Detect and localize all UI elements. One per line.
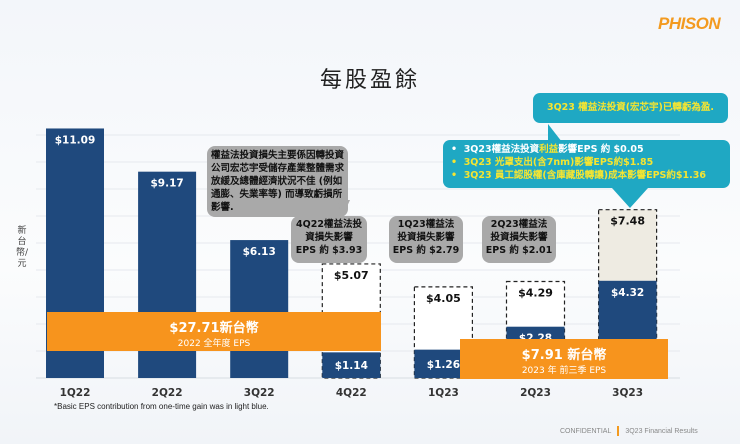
x-tick-label: 2Q22 — [152, 387, 183, 399]
eps-bar — [230, 240, 289, 378]
impact-text: 影響EPS 約 $0.05 — [558, 144, 644, 155]
page-title: 每股盈餘 — [319, 68, 420, 93]
footer-report-title: 3Q23 Financial Results — [625, 427, 698, 435]
callout-tail — [612, 188, 648, 208]
impact-text: 3Q23 員工認股權(含庫藏股轉讓)成本影響EPS約$1.36 — [463, 170, 706, 181]
callout-line: 投資損失影響 — [397, 232, 455, 243]
adjusted-eps-label: $7.48 — [610, 215, 645, 228]
banner-label: 2023 年 前三季 EPS — [521, 366, 607, 376]
banner-value: $7.91 新台幣 — [521, 348, 607, 363]
callout-line: EPS 約 $2.01 — [485, 245, 553, 256]
q4-22-loss-callout: 4Q22權益法投 資損失影響 EPS 約 $3.93 — [291, 216, 367, 263]
eps-bar-label: $11.09 — [55, 134, 96, 146]
eps-bar-label: $1.26 — [427, 359, 460, 371]
x-tick-label: 3Q22 — [244, 387, 275, 399]
impact-item: • 3Q23權益法投資利益影響EPS 約 $0.05 — [451, 144, 644, 155]
banner-label: 2022 全年度 EPS — [177, 339, 251, 349]
callout-line: 2Q23權益法 — [490, 219, 548, 230]
impact-item: • 3Q23 員工認股權(含庫藏股轉讓)成本影響EPS約$1.36 — [451, 170, 706, 181]
impact-text: 3Q23 光罩支出(含7nm)影響EPS約$1.85 — [463, 157, 654, 168]
footer-divider — [617, 426, 620, 436]
eps-bar-label: $4.32 — [611, 287, 644, 299]
callout-tail — [338, 200, 350, 218]
x-tick-label: 3Q23 — [612, 387, 643, 399]
adjusted-eps-label: $5.07 — [334, 269, 369, 282]
loss-explanation-callout: 權益法投資損失主要係因轉投資公司宏芯宇受儲存產業整體需求放緩及總體經濟狀況不佳 … — [207, 146, 348, 217]
banner-value: $27.71新台幣 — [169, 321, 259, 336]
impact-item: • 3Q23 光罩支出(含7nm)影響EPS約$1.85 — [451, 157, 654, 168]
eps-2023-banner: $7.91 新台幣 2023 年 前三季 EPS — [460, 339, 668, 379]
eps-bar-label: $1.14 — [335, 360, 368, 372]
phison-logo: PHISON — [658, 14, 721, 33]
x-tick-label: 1Q23 — [428, 387, 459, 399]
callout-line: EPS 約 $3.93 — [295, 245, 363, 256]
footer: CONFIDENTIAL 3Q23 Financial Results — [560, 426, 698, 436]
impact-highlight: 利益 — [539, 144, 559, 155]
callout-line: 投資損失影響 — [490, 232, 548, 243]
footnote: *Basic EPS contribution from one-time ga… — [54, 402, 269, 411]
callout-line: EPS 約 $2.79 — [392, 245, 460, 256]
x-tick-label: 2Q23 — [520, 387, 551, 399]
eps-2022-banner: $27.71新台幣 2022 全年度 EPS — [47, 312, 381, 351]
eps-bar-label: $6.13 — [243, 246, 276, 258]
callout-line: 資損失影響 — [305, 232, 353, 243]
impact-text: 3Q23權益法投資 — [463, 144, 540, 155]
adjusted-eps-label: $4.29 — [518, 286, 553, 299]
eps-bar — [322, 352, 381, 378]
q1-23-loss-callout: 1Q23權益法 投資損失影響 EPS 約 $2.79 — [389, 216, 463, 263]
q3-23-turnaround-callout: 3Q23 權益法投資(宏芯宇)已轉虧為盈. — [533, 93, 728, 123]
q3-23-impact-callout: • 3Q23權益法投資利益影響EPS 約 $0.05 • 3Q23 光罩支出(含… — [443, 140, 730, 188]
y-axis-label: 新台幣/元 — [15, 226, 29, 269]
adjusted-eps-label: $4.05 — [426, 292, 461, 305]
x-tick-label: 1Q22 — [60, 387, 91, 399]
x-tick-label: 4Q22 — [336, 387, 367, 399]
q2-23-loss-callout: 2Q23權益法 投資損失影響 EPS 約 $2.01 — [482, 216, 556, 263]
footer-confidential: CONFIDENTIAL — [560, 427, 612, 435]
eps-bar-label: $9.17 — [150, 178, 183, 190]
callout-line: 1Q23權益法 — [397, 219, 455, 230]
callout-line: 4Q22權益法投 — [296, 219, 362, 230]
